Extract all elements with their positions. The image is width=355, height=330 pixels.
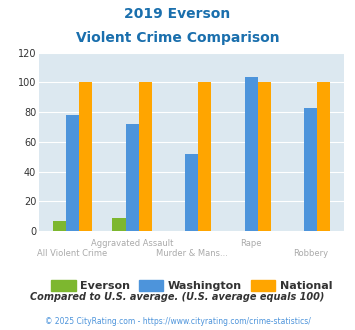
Bar <box>304 108 317 231</box>
Bar <box>185 154 198 231</box>
Bar <box>317 82 331 231</box>
Text: © 2025 CityRating.com - https://www.cityrating.com/crime-statistics/: © 2025 CityRating.com - https://www.city… <box>45 317 310 326</box>
Bar <box>66 115 79 231</box>
Text: Rape: Rape <box>240 239 262 248</box>
Text: Murder & Mans...: Murder & Mans... <box>156 249 228 258</box>
Text: Compared to U.S. average. (U.S. average equals 100): Compared to U.S. average. (U.S. average … <box>30 292 325 302</box>
Text: 2019 Everson: 2019 Everson <box>124 7 231 20</box>
Legend: Everson, Washington, National: Everson, Washington, National <box>47 276 337 296</box>
Text: Aggravated Assault: Aggravated Assault <box>91 239 173 248</box>
Bar <box>258 82 271 231</box>
Bar <box>245 77 258 231</box>
Bar <box>79 82 92 231</box>
Bar <box>126 124 139 231</box>
Bar <box>198 82 211 231</box>
Text: All Violent Crime: All Violent Crime <box>38 249 108 258</box>
Bar <box>53 220 66 231</box>
Bar <box>113 218 126 231</box>
Text: Robbery: Robbery <box>293 249 328 258</box>
Text: Violent Crime Comparison: Violent Crime Comparison <box>76 31 279 45</box>
Bar <box>139 82 152 231</box>
